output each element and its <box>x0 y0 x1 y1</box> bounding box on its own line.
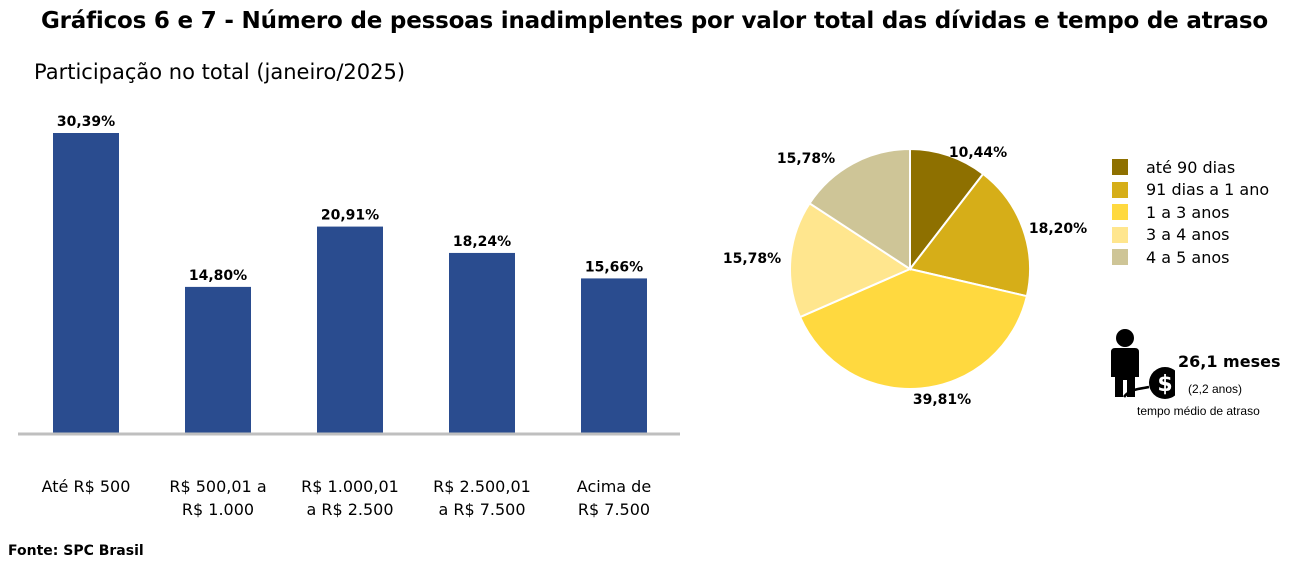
bar-value-label: 30,39% <box>57 114 115 130</box>
pie-legend: até 90 dias 91 dias a 1 ano 1 a 3 anos 3 a … <box>1112 156 1269 269</box>
pie-value-label: 15,78% <box>723 251 781 267</box>
pie-value-label: 18,20% <box>1029 221 1087 237</box>
legend-item: 3 a 4 anos <box>1112 224 1269 247</box>
bar <box>185 286 251 433</box>
bar-value-label: 20,91% <box>321 208 379 224</box>
legend-swatch <box>1112 249 1128 266</box>
bar <box>581 278 647 433</box>
pie-value-label: 39,81% <box>913 392 971 408</box>
pie-slice <box>798 267 1029 390</box>
bar <box>449 252 515 433</box>
category-label: R$ 500,01 a <box>169 477 266 496</box>
delay-caption: tempo médio de atraso <box>1137 404 1260 418</box>
legend-label: 4 a 5 anos <box>1146 247 1230 267</box>
legend-item: 91 dias a 1 ano <box>1112 179 1269 202</box>
legend-item: até 90 dias <box>1112 156 1269 179</box>
category-label: R$ 1.000,01 <box>301 477 399 496</box>
pie-slice <box>909 147 985 272</box>
legend-label: 3 a 4 anos <box>1146 225 1230 245</box>
bar-value-label: 14,80% <box>189 268 247 284</box>
pie-chart: 10,44% 18,20% 39,81% 15,78% 15,78% <box>723 145 1087 408</box>
svg-text:$: $ <box>1157 372 1172 397</box>
category-label: R$ 2.500,01 <box>433 477 531 496</box>
average-delay-info: $ 26,1 meses (2,2 anos) tempo médio de a… <box>1100 325 1300 425</box>
bar-chart: 30,39% Até R$ 500 14,80% R$ 500,01 a R$ 1.00… <box>18 114 680 519</box>
delay-value: 26,1 meses <box>1178 352 1281 371</box>
person-with-money-ball-icon: $ <box>1111 329 1175 399</box>
legend-swatch <box>1112 226 1128 243</box>
legend-label: 1 a 3 anos <box>1146 202 1230 222</box>
category-label: Até R$ 500 <box>42 477 131 496</box>
legend-label: 91 dias a 1 ano <box>1146 180 1270 200</box>
pie-slice <box>808 147 911 271</box>
pie-value-label: 15,78% <box>777 151 835 167</box>
pie-slice <box>908 172 1031 298</box>
legend-swatch <box>1112 159 1128 176</box>
bar <box>53 133 119 433</box>
category-label: Acima de <box>577 477 651 496</box>
category-label: a R$ 7.500 <box>438 500 525 519</box>
bar <box>317 226 383 433</box>
chart-subtitle: Participação no total (janeiro/2025) <box>34 60 406 84</box>
legend-item: 4 a 5 anos <box>1112 246 1269 269</box>
bar-value-label: 15,66% <box>585 259 643 275</box>
pie-slice <box>789 201 913 319</box>
legend-swatch <box>1112 181 1128 198</box>
chart-title: Gráficos 6 e 7 - Número de pessoas inadi… <box>40 8 1269 34</box>
legend-swatch <box>1112 204 1128 221</box>
pie-value-label: 10,44% <box>949 145 1007 161</box>
legend-label: até 90 dias <box>1146 157 1236 177</box>
category-label: R$ 1.000 <box>182 500 254 519</box>
legend-item: 1 a 3 anos <box>1112 201 1269 224</box>
source-note: Fonte: SPC Brasil <box>8 543 144 559</box>
category-label: a R$ 2.500 <box>306 500 393 519</box>
bar-value-label: 18,24% <box>453 234 511 250</box>
category-label: R$ 7.500 <box>578 500 650 519</box>
delay-years: (2,2 anos) <box>1188 382 1243 396</box>
